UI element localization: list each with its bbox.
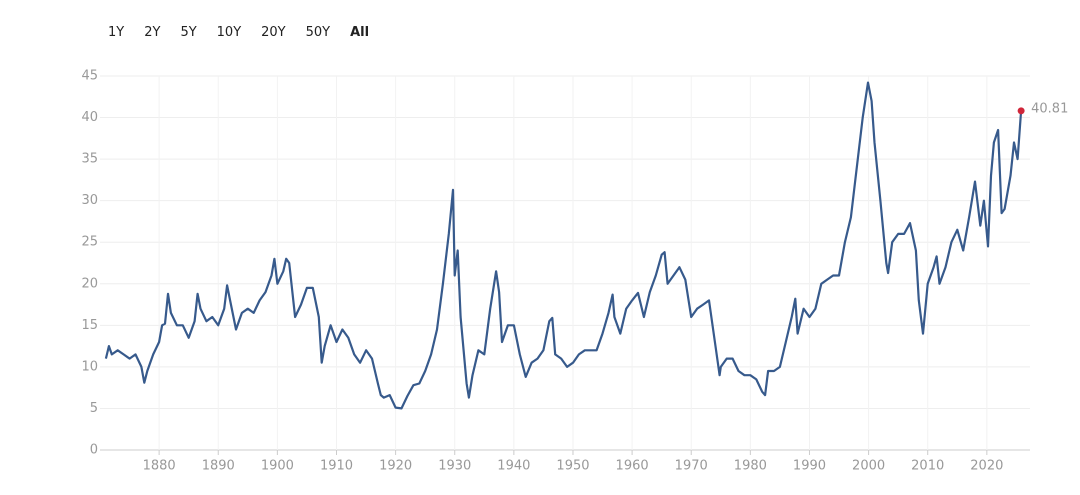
range-button[interactable]: All <box>350 25 370 40</box>
end-label: 40.81 <box>1031 101 1068 116</box>
y-tick-label: 30 <box>81 193 98 208</box>
range-button[interactable]: 5Y <box>180 25 197 40</box>
x-tick-label: 2010 <box>911 459 944 474</box>
x-tick-label: 1880 <box>143 459 176 474</box>
y-tick-label: 20 <box>81 276 98 291</box>
y-tick-label: 25 <box>81 235 98 250</box>
y-tick-label: 45 <box>81 69 98 84</box>
y-tick-label: 10 <box>81 359 98 374</box>
end-point <box>1017 107 1025 115</box>
range-button[interactable]: 1Y <box>108 25 125 40</box>
x-tick-label: 1960 <box>616 459 649 474</box>
range-button[interactable]: 2Y <box>144 25 161 40</box>
range-selector: 1Y 2Y 5Y 10Y 20Y 50Y All <box>108 25 389 40</box>
y-tick-label: 40 <box>81 110 98 125</box>
x-tick-label: 1950 <box>556 459 589 474</box>
x-tick-label: 1980 <box>734 459 767 474</box>
x-tick-label: 1970 <box>675 459 708 474</box>
x-tick-label: 1920 <box>379 459 412 474</box>
x-tick-label: 1890 <box>202 459 235 474</box>
y-tick-label: 5 <box>90 401 98 416</box>
x-tick-label: 1930 <box>438 459 471 474</box>
x-tick-label: 1900 <box>261 459 294 474</box>
y-tick-label: 35 <box>81 152 98 167</box>
range-button[interactable]: 10Y <box>216 25 242 40</box>
x-tick-label: 1990 <box>793 459 826 474</box>
x-tick-label: 1910 <box>320 459 353 474</box>
range-button[interactable]: 20Y <box>261 25 286 40</box>
y-tick-label: 0 <box>90 443 98 458</box>
range-button[interactable]: 50Y <box>305 25 331 40</box>
x-tick-label: 1940 <box>497 459 530 474</box>
x-tick-label: 2020 <box>970 459 1003 474</box>
line <box>104 81 1023 410</box>
x-tick-label: 2000 <box>852 459 885 474</box>
y-tick-label: 15 <box>81 318 98 333</box>
